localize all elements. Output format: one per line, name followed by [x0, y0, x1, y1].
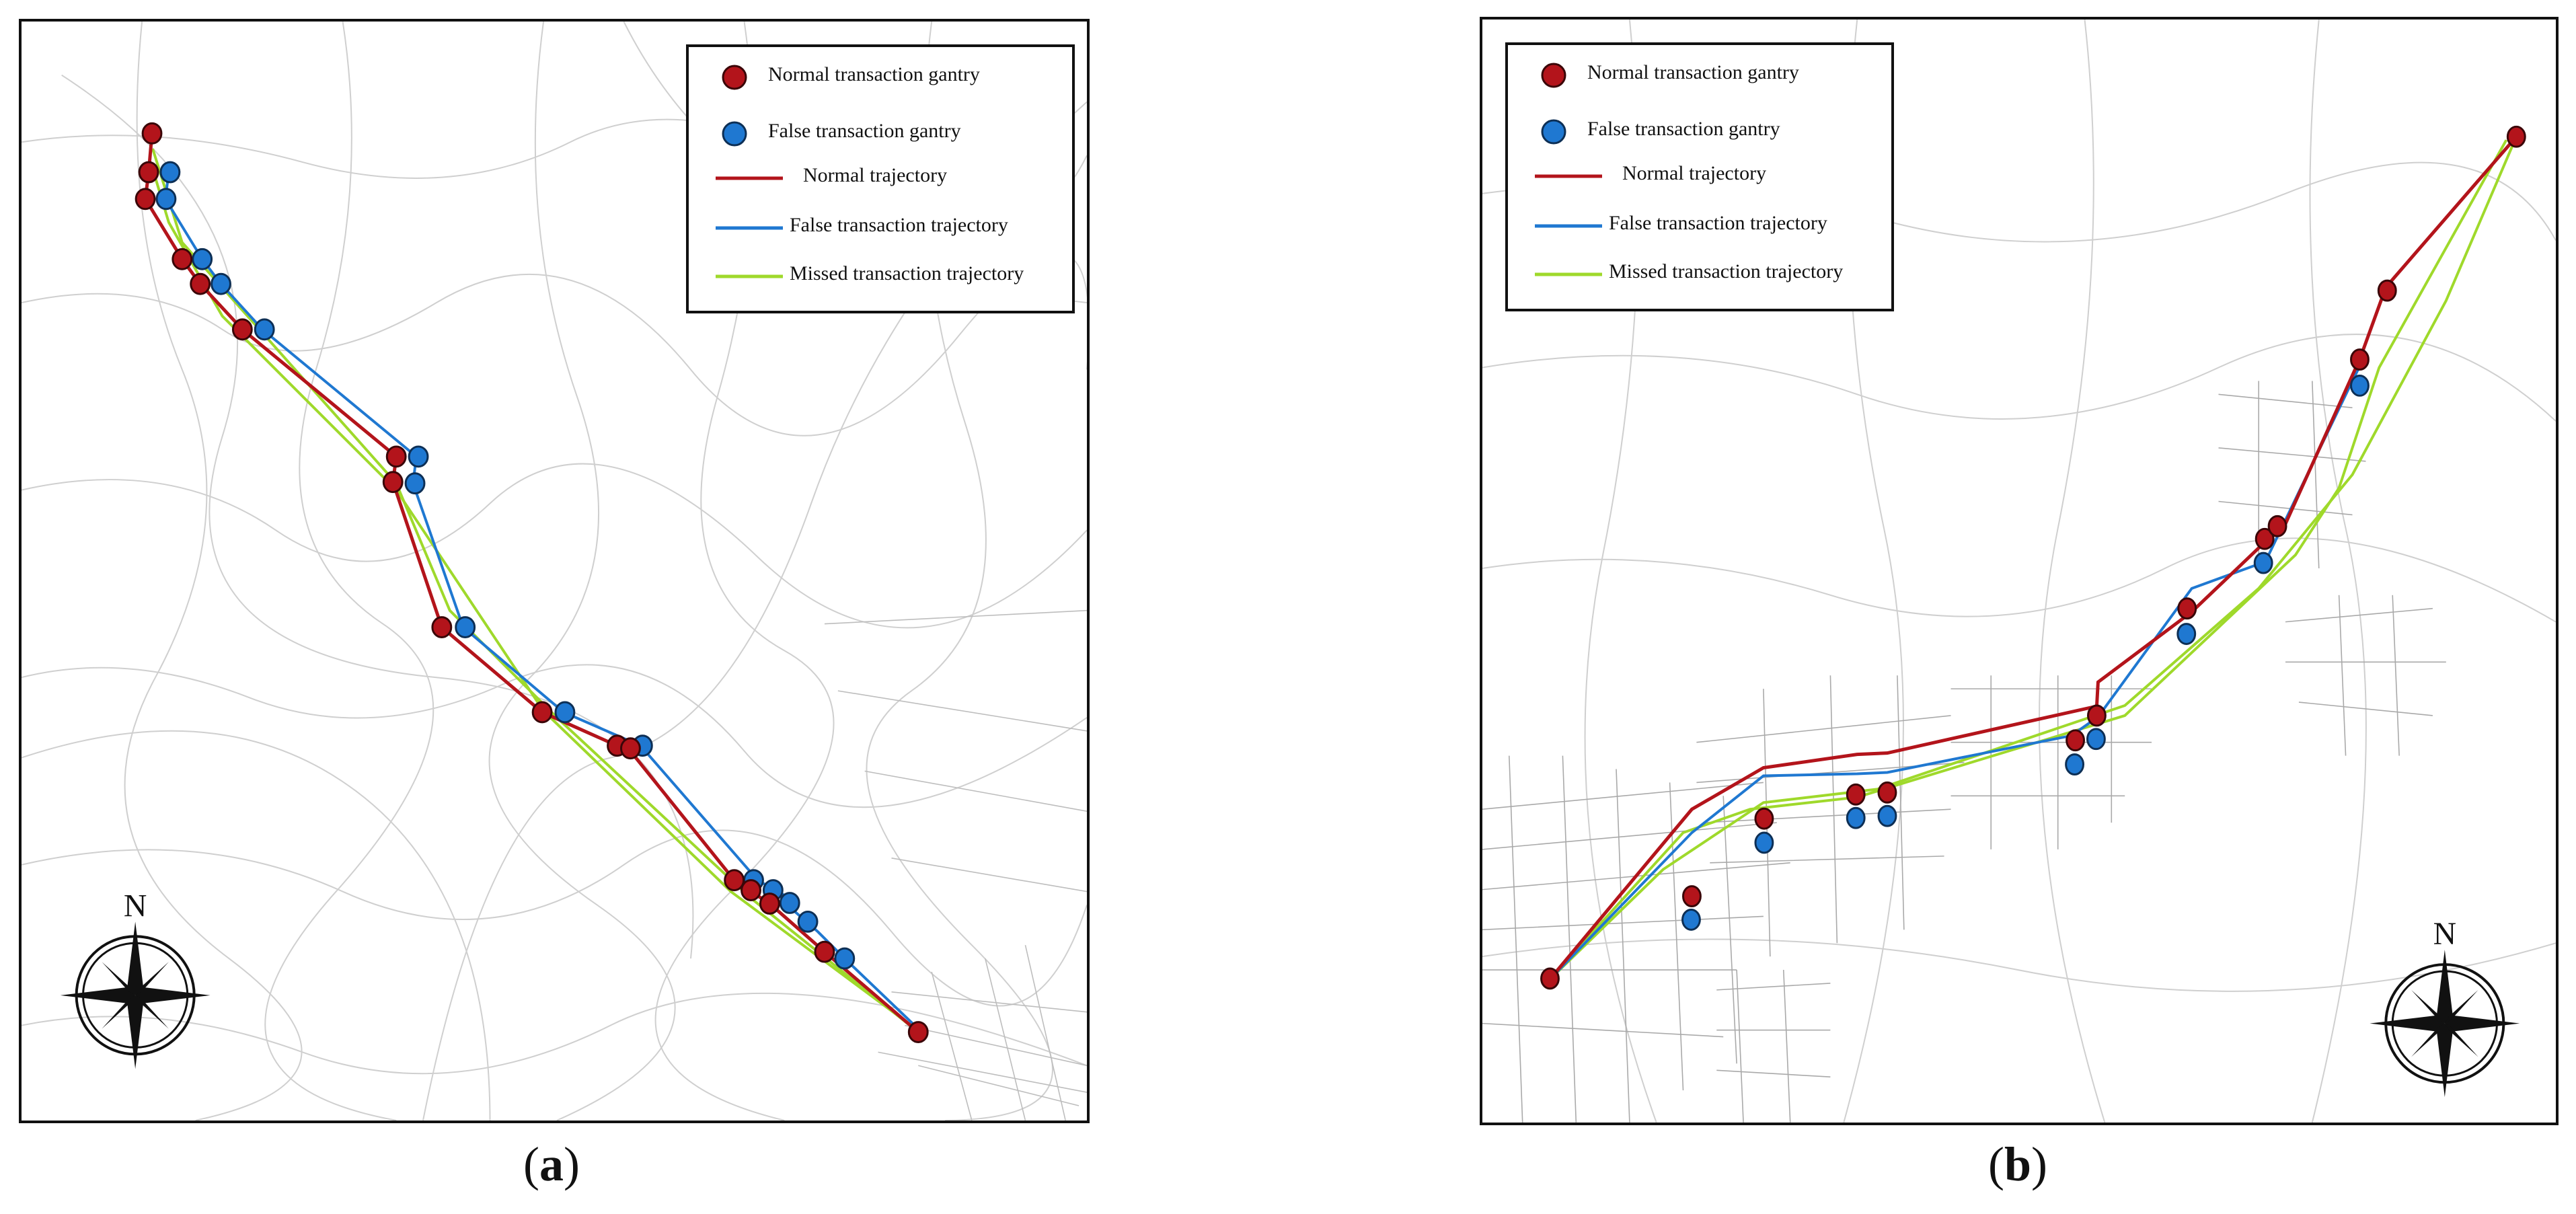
legend-row-false-gantry: False transaction gantry [689, 110, 1072, 157]
normal-gantry [741, 879, 761, 902]
false-gantry [1754, 831, 1774, 854]
false-gantry [455, 616, 476, 638]
normal-gantry [382, 471, 404, 494]
caption-b: (b) [1950, 1137, 2085, 1192]
map-panel-b: N Normal transaction gantry False transa… [1480, 17, 2559, 1125]
false-gantry [554, 701, 576, 724]
normal-gantry [138, 161, 159, 184]
normal-gantry [2267, 515, 2287, 537]
false-gantry [1846, 806, 1866, 829]
legend-label: Normal trajectory [1622, 162, 1767, 184]
compass-north-label: N [2433, 916, 2456, 952]
false-gantry [2086, 728, 2106, 751]
legend-row-false-trajectory: False transaction trajectory [689, 204, 1072, 252]
legend-row-missed-trajectory: Missed transaction trajectory [1508, 251, 1891, 298]
legend-row-normal-trajectory: Normal trajectory [1508, 153, 1891, 200]
normal-gantry [1754, 807, 1774, 830]
normal-gantries-b [1540, 125, 2526, 990]
normal-gantry [141, 122, 163, 145]
normal-gantry [620, 737, 641, 760]
false-gantry [155, 188, 177, 211]
normal-gantry [2086, 704, 2107, 727]
false-gantry [2253, 552, 2273, 574]
normal-gantry [1682, 885, 1702, 907]
caption-letter: b [2004, 1137, 2032, 1191]
normal-gantry [1846, 783, 1866, 806]
false-gantry [2350, 374, 2370, 397]
false-trajectory-b [1548, 367, 2361, 981]
false-gantry [211, 272, 231, 295]
legend-row-normal-gantry: Normal transaction gantry [1508, 52, 1891, 99]
normal-gantry [1877, 781, 1897, 804]
false-gantries-b [1681, 374, 2370, 931]
legend-label: False transaction gantry [768, 120, 961, 142]
legend-row-false-trajectory: False transaction trajectory [1508, 202, 1891, 250]
false-gantry [1877, 804, 1897, 827]
normal-gantry [2255, 527, 2275, 550]
normal-gantries-a [135, 122, 929, 1043]
caption-paren: ) [564, 1137, 580, 1191]
normal-gantry [2377, 279, 2397, 302]
false-gantry [404, 472, 426, 495]
false-gantry [797, 910, 819, 933]
normal-gantry [431, 616, 453, 638]
caption-letter: a [539, 1137, 564, 1191]
legend-label: Missed transaction trajectory [790, 262, 1024, 284]
missed-trajectory-b [1548, 136, 2518, 981]
legend-label: Normal transaction gantry [768, 63, 980, 85]
normal-gantry [907, 1021, 929, 1043]
normal-gantry [814, 940, 835, 963]
false-gantry [2176, 623, 2197, 645]
compass-north-label: N [124, 888, 147, 923]
normal-gantry [1540, 967, 1560, 990]
legend-a: Normal transaction gantry False transact… [686, 44, 1075, 313]
normal-gantry [172, 248, 193, 270]
normal-gantry [2350, 348, 2370, 371]
map-panel-a: N Normal transaction gantry False transa… [19, 19, 1090, 1123]
legend-label: Normal transaction gantry [1587, 61, 1799, 83]
normal-gantry [2177, 597, 2197, 620]
legend-label: False transaction trajectory [1609, 212, 1827, 234]
normal-gantry [531, 701, 553, 724]
false-gantry [779, 892, 800, 914]
legend-row-missed-trajectory: Missed transaction trajectory [689, 253, 1072, 300]
legend-row-normal-trajectory: Normal trajectory [689, 155, 1072, 202]
false-gantry [254, 318, 275, 341]
legend-label: False transaction trajectory [790, 214, 1008, 236]
false-gantries-a [155, 161, 856, 970]
legend-label: False transaction gantry [1587, 118, 1780, 140]
normal-gantry [724, 869, 745, 892]
normal-gantry [190, 272, 211, 295]
legend-b: Normal transaction gantry False transact… [1505, 42, 1894, 311]
road-network-a-dense [824, 609, 1087, 1121]
false-gantry [408, 445, 429, 468]
false-gantry [1681, 908, 1701, 931]
normal-gantry [231, 318, 253, 341]
legend-label: Normal trajectory [803, 164, 948, 186]
false-gantry [2065, 753, 2085, 775]
normal-gantry [759, 893, 780, 915]
false-gantry [159, 161, 181, 184]
false-gantry [192, 248, 213, 270]
caption-paren: ( [1987, 1137, 2004, 1191]
compass-rose-b: N [2370, 916, 2520, 1098]
legend-label: Missed transaction trajectory [1609, 260, 1844, 282]
caption-a: (a) [484, 1137, 619, 1192]
false-gantry [834, 947, 856, 970]
compass-rose-a: N [60, 888, 211, 1069]
normal-gantry [385, 445, 407, 468]
legend-row-normal-gantry: Normal transaction gantry [689, 54, 1072, 101]
legend-row-false-gantry: False transaction gantry [1508, 108, 1891, 155]
normal-gantry [2066, 729, 2086, 752]
caption-paren: ( [523, 1137, 539, 1191]
caption-paren: ) [2031, 1137, 2047, 1191]
normal-gantry [2506, 125, 2526, 148]
normal-gantry [135, 188, 156, 211]
